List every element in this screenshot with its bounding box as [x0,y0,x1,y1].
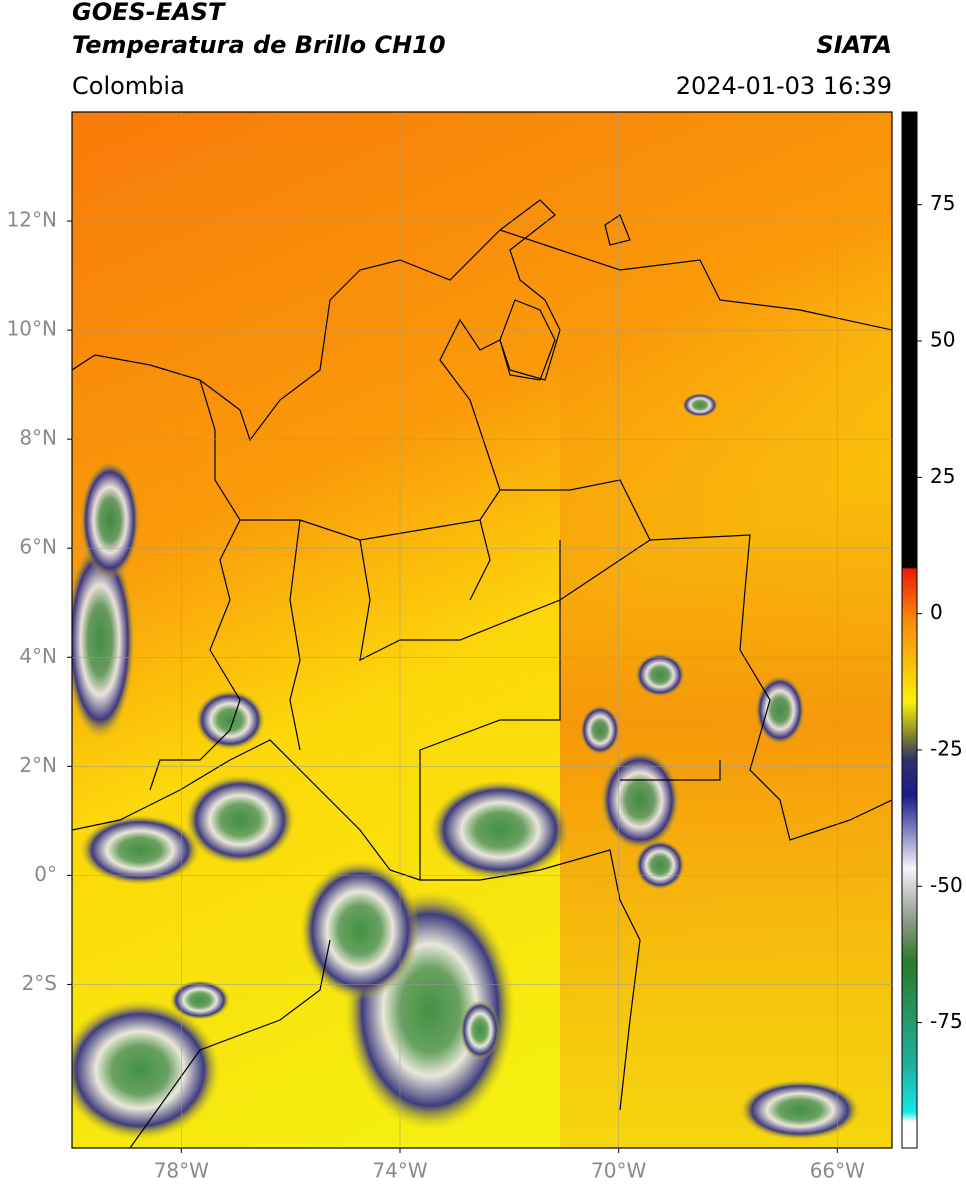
colorbar-tick-label: 0 [930,600,943,624]
subtitle: Temperatura de Brillo CH10 [72,31,446,59]
colorbar [901,111,918,1149]
title: GOES-EAST [72,0,226,26]
y-tick-label: 12°N [7,208,57,232]
y-tick-label: 10°N [7,317,57,341]
map-image [72,112,892,1148]
x-tick-label: 78°W [154,1159,209,1183]
x-tick-label: 74°W [372,1159,427,1183]
colorbar-tick-label: -50 [930,873,963,897]
colorbar-tick-label: 75 [930,191,955,215]
y-tick-label: 4°N [19,644,57,668]
x-tick-label: 66°W [810,1159,865,1183]
y-tick-label: 0° [34,862,57,886]
y-tick-label: 2°S [22,971,57,995]
colorbar-tick-label: 25 [930,464,955,488]
y-tick-label: 2°N [19,753,57,777]
colorbar-tick-label: -75 [930,1009,963,1033]
y-tick-label: 6°N [19,535,57,559]
x-tick-label: 70°W [591,1159,646,1183]
timestamp: 2024-01-03 16:39 [676,72,892,100]
colorbar-tick-label: 50 [930,328,955,352]
map-frame [71,111,893,1149]
colorbar-tick-label: -25 [930,736,963,760]
y-tick-label: 8°N [19,426,57,450]
source: SIATA [816,31,892,59]
region: Colombia [72,72,185,100]
